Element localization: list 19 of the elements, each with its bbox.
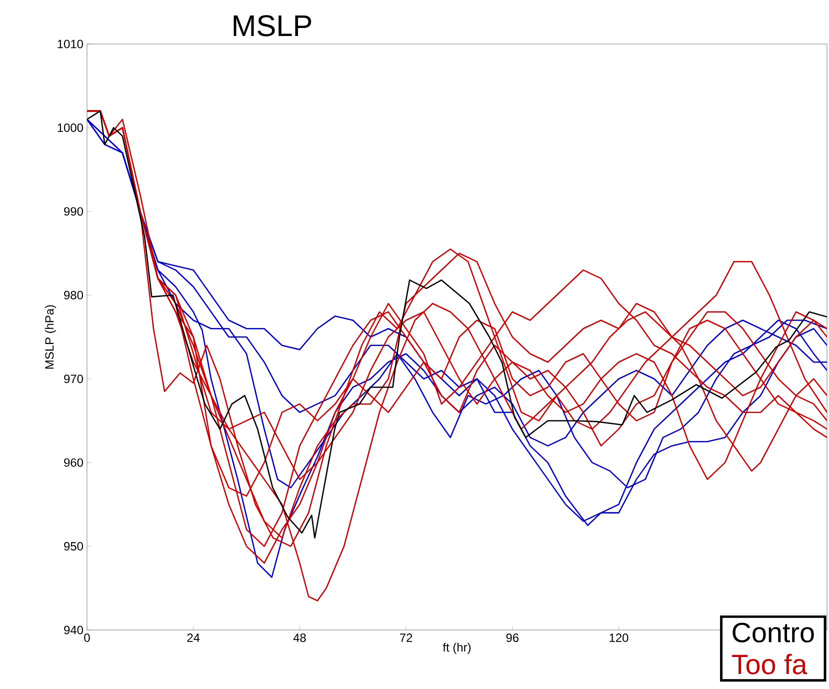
y-tick-label: 1010	[58, 40, 84, 48]
x-tick-label: 24	[187, 634, 200, 642]
x-tick-label: 0	[84, 634, 90, 642]
chart-title: MSLP	[234, 15, 312, 36]
y-tick-label: 1000	[58, 123, 84, 132]
y-tick-label: 950	[64, 542, 84, 551]
y-tick-label: 980	[64, 290, 84, 300]
text: Too fa	[732, 654, 808, 674]
y-tick-label: 970	[64, 374, 84, 384]
x-tick-label: 96	[506, 634, 519, 642]
y-tick-label: 990	[64, 207, 84, 216]
y-tick-label: 960	[64, 458, 84, 467]
text: Contro	[732, 622, 814, 642]
y-tick-label: 940	[64, 626, 84, 634]
x-tick-label: 48	[293, 634, 306, 642]
x-tick-label: 120	[610, 634, 628, 642]
x-tick-label: 72	[400, 634, 412, 642]
x-axis-title: ft (hr)	[442, 642, 471, 654]
y-axis-title: MSLP (hPa)	[44, 305, 56, 369]
